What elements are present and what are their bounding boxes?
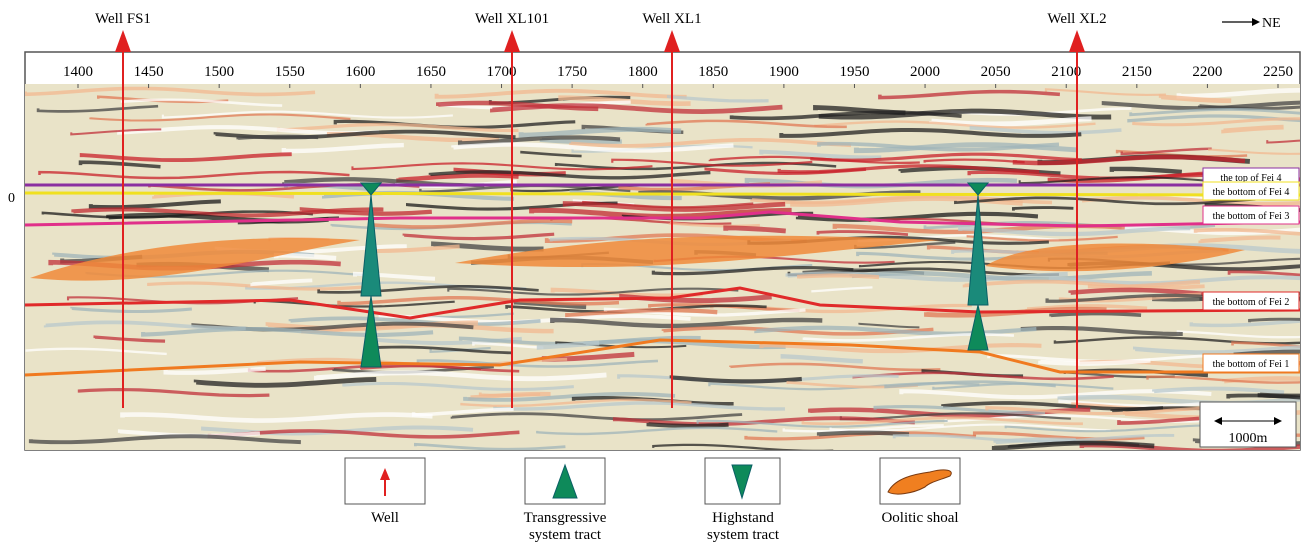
legend-label: Well (305, 510, 465, 527)
legend-label: Highstand system tract (663, 510, 823, 544)
seismic-section: the top of Fei 4the bottom of Fei 4the b… (0, 0, 1301, 547)
horizon-label: the bottom of Fei 3 (1213, 211, 1290, 222)
axis-tick-label: 1400 (63, 64, 93, 80)
axis-tick-label: 1650 (416, 64, 446, 80)
axis-tick-label: 1500 (204, 64, 234, 80)
depth-label: 0 (8, 191, 15, 206)
axis-tick-label: 2150 (1122, 64, 1152, 80)
well-arrow (504, 30, 520, 52)
horizon-label: the bottom of Fei 4 (1213, 187, 1290, 198)
axis-tick-label: 2000 (910, 64, 940, 80)
direction-label: NE (1262, 16, 1281, 31)
well-label: Well XL101 (475, 11, 549, 27)
axis-tick-label: 2200 (1192, 64, 1222, 80)
scale-label: 1000m (1229, 431, 1268, 446)
direction-arrowhead (1252, 18, 1260, 26)
well-label: Well FS1 (95, 11, 151, 27)
horizon-label: the bottom of Fei 1 (1213, 359, 1290, 370)
legend-label: Oolitic shoal (840, 510, 1000, 527)
axis-tick-label: 1900 (769, 64, 799, 80)
horizon (25, 193, 1300, 195)
axis-tick-label: 1600 (345, 64, 375, 80)
horizon-label: the bottom of Fei 2 (1213, 297, 1290, 308)
well-arrow (664, 30, 680, 52)
well-arrow (115, 30, 131, 52)
axis-tick-label: 1750 (557, 64, 587, 80)
well-label: Well XL2 (1047, 11, 1106, 27)
axis-tick-label: 2250 (1263, 64, 1293, 80)
axis-tick-label: 1450 (134, 64, 164, 80)
legend-label: Transgressive system tract (485, 510, 645, 544)
axis-tick-label: 1550 (275, 64, 305, 80)
figure: the top of Fei 4the bottom of Fei 4the b… (0, 0, 1301, 547)
axis-tick-label: 1950 (839, 64, 869, 80)
well-label: Well XL1 (642, 11, 701, 27)
well-arrow (1069, 30, 1085, 52)
axis-tick-label: 2050 (981, 64, 1011, 80)
axis-tick-label: 1850 (698, 64, 728, 80)
axis-tick-label: 1800 (628, 64, 658, 80)
